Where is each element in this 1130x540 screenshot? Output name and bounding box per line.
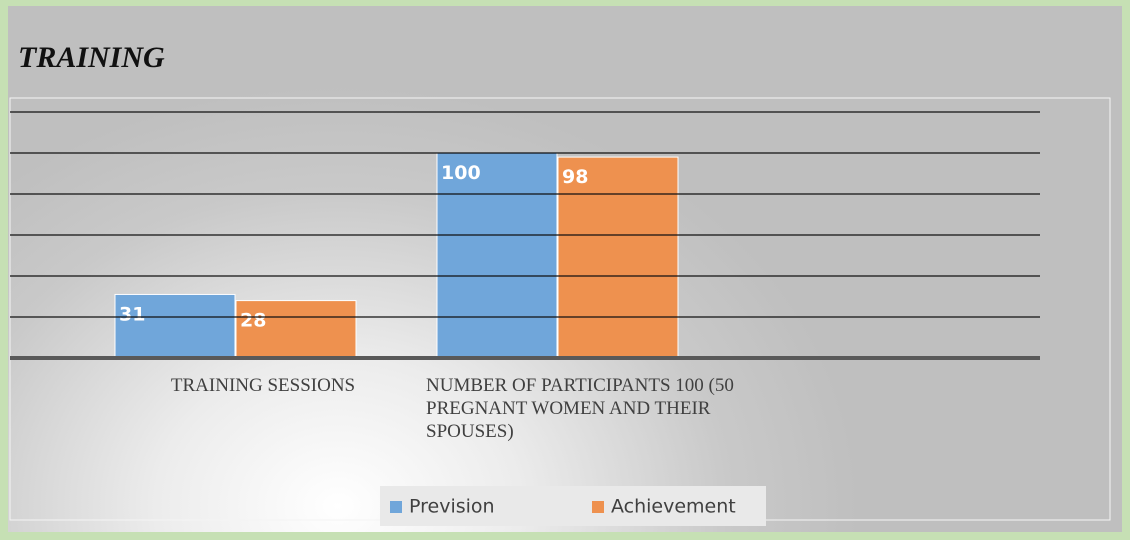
bar	[557, 156, 679, 359]
bar	[235, 300, 357, 359]
x-tick-label-box: NUMBER OF PARTICIPANTS 100 (50 PREGNANT …	[424, 374, 746, 443]
data-label: 28	[240, 310, 266, 332]
x-tick-label-box: TRAINING SESSIONS	[102, 374, 424, 397]
bar	[114, 293, 236, 359]
x-tick-label: TRAINING SESSIONS	[170, 375, 356, 396]
legend-swatch	[592, 501, 604, 513]
legend-label: Prevision	[409, 496, 495, 518]
x-tick-label: NUMBER OF PARTICIPANTS 100 (50 PREGNANT …	[426, 375, 734, 442]
data-label: 98	[562, 166, 588, 188]
chart: TRAINING 31 28 100 98 Prevision Achievement	[9, 41, 1111, 526]
data-label: 31	[119, 303, 145, 325]
bar	[436, 152, 558, 359]
chart-title: TRAINING	[18, 41, 165, 74]
legend-box	[380, 486, 766, 526]
data-label: 100	[441, 162, 481, 184]
legend-swatch	[390, 501, 402, 513]
legend-label: Achievement	[611, 496, 736, 518]
